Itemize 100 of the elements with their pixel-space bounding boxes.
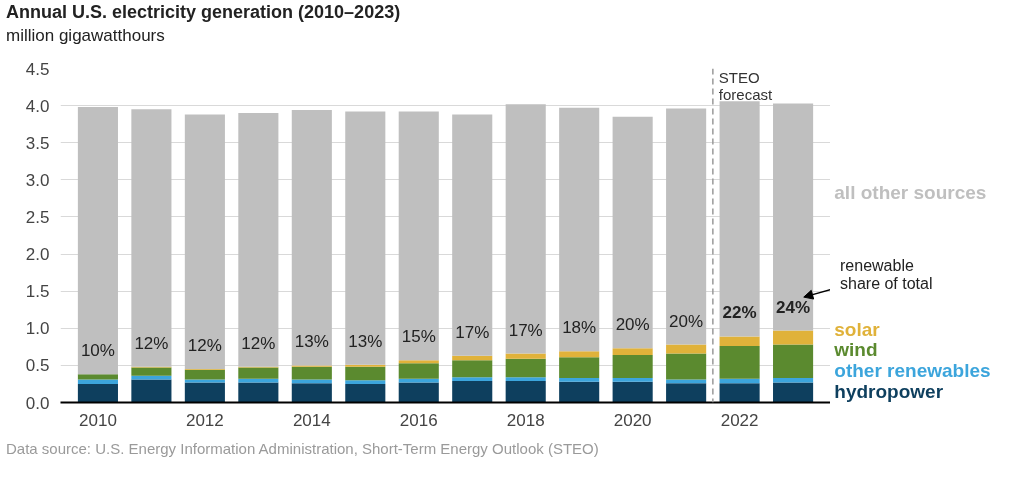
bar bbox=[131, 379, 172, 403]
bar bbox=[345, 380, 386, 384]
bar bbox=[238, 367, 279, 379]
x-tick-label: 2014 bbox=[292, 410, 331, 430]
bar bbox=[131, 109, 172, 367]
bar bbox=[666, 108, 707, 345]
annotation: 20% bbox=[615, 315, 650, 335]
bar bbox=[345, 111, 386, 365]
bar bbox=[77, 379, 118, 384]
bar bbox=[559, 107, 600, 352]
bar bbox=[238, 382, 279, 403]
chart-title: Annual U.S. electricity generation (2010–2023) bbox=[6, 1, 401, 24]
bar bbox=[612, 378, 653, 382]
y-tick-label: 2.5 bbox=[25, 207, 50, 227]
x-tick-label: 2012 bbox=[185, 410, 224, 430]
bar bbox=[773, 103, 814, 331]
bar bbox=[398, 360, 439, 364]
bar bbox=[291, 110, 332, 366]
bar bbox=[666, 353, 707, 380]
bar bbox=[505, 104, 546, 354]
bar bbox=[773, 344, 814, 379]
bar bbox=[666, 379, 707, 384]
annotation: 10% bbox=[80, 341, 115, 361]
y-tick-label: 2.0 bbox=[25, 245, 50, 265]
ref-line-label: STEO forecast bbox=[718, 69, 774, 103]
y-tick-label: 3.5 bbox=[25, 133, 50, 153]
bar bbox=[77, 383, 118, 403]
bar bbox=[612, 355, 653, 379]
bar bbox=[77, 374, 118, 380]
annotation: 22% bbox=[722, 303, 757, 323]
bar bbox=[559, 351, 600, 358]
bar bbox=[612, 116, 653, 349]
bar bbox=[719, 101, 760, 337]
bar bbox=[719, 346, 760, 379]
bar bbox=[559, 381, 600, 403]
annotation: 15% bbox=[401, 327, 436, 347]
bar bbox=[345, 366, 386, 381]
y-tick-label: 0.5 bbox=[25, 356, 50, 376]
bar bbox=[666, 383, 707, 403]
bar bbox=[345, 383, 386, 403]
bar bbox=[559, 378, 600, 382]
bar bbox=[719, 383, 760, 403]
bar bbox=[398, 363, 439, 379]
source-note: Data source: U.S. Energy Information Administration, Short-Term Energy Outlook (STEO) bbox=[6, 439, 599, 459]
bar bbox=[559, 357, 600, 379]
annotation: 17% bbox=[508, 320, 543, 340]
y-tick-label: 3.0 bbox=[25, 170, 50, 190]
bar bbox=[452, 380, 493, 403]
bar bbox=[398, 382, 439, 403]
bar bbox=[719, 336, 760, 347]
series-label: other renewables bbox=[834, 360, 991, 382]
bar bbox=[773, 330, 814, 345]
bar bbox=[291, 383, 332, 403]
text: renewable share of total bbox=[840, 257, 933, 293]
bar bbox=[505, 380, 546, 403]
bar bbox=[398, 111, 439, 361]
bar bbox=[238, 113, 279, 367]
y-tick-label: 4.0 bbox=[25, 96, 50, 116]
annotation: 13% bbox=[294, 332, 329, 352]
annotation: 13% bbox=[348, 331, 383, 351]
x-tick-label: 2020 bbox=[613, 410, 652, 430]
chart-subtitle: million gigawatthours bbox=[6, 25, 165, 47]
bar bbox=[291, 379, 332, 384]
annotation: 18% bbox=[562, 318, 597, 338]
bar bbox=[666, 344, 707, 354]
y-tick-label: 1.0 bbox=[25, 319, 50, 339]
series-label: wind bbox=[833, 339, 878, 361]
x-tick-label: 2016 bbox=[399, 410, 438, 430]
bar bbox=[773, 382, 814, 403]
bar bbox=[184, 369, 225, 380]
bar bbox=[505, 353, 546, 359]
annotation: 20% bbox=[669, 311, 704, 331]
bar bbox=[345, 364, 386, 367]
y-tick-label: 4.5 bbox=[25, 59, 50, 79]
bar bbox=[291, 366, 332, 380]
x-tick-label: 2022 bbox=[720, 410, 759, 430]
bar bbox=[505, 358, 546, 378]
annotation: 24% bbox=[776, 297, 811, 317]
bar bbox=[452, 114, 493, 356]
x-tick-label: 2018 bbox=[506, 410, 545, 430]
series-label: all other sources bbox=[834, 181, 987, 203]
x-tick-label: 2010 bbox=[79, 410, 117, 430]
bar bbox=[184, 382, 225, 403]
annotation: 17% bbox=[455, 322, 490, 342]
annotation: 12% bbox=[241, 333, 276, 353]
bar bbox=[184, 114, 225, 370]
series-label: solar bbox=[834, 318, 881, 340]
bar bbox=[131, 367, 172, 376]
bar bbox=[505, 377, 546, 381]
annotation: 12% bbox=[134, 333, 169, 353]
bar bbox=[77, 107, 118, 375]
bar bbox=[184, 379, 225, 383]
bar bbox=[452, 377, 493, 381]
annotation: 12% bbox=[187, 336, 222, 356]
y-tick-label: 1.5 bbox=[25, 282, 50, 302]
bar bbox=[452, 360, 493, 378]
bar bbox=[612, 348, 653, 355]
series-label: hydropower bbox=[834, 380, 944, 402]
y-tick-label: 0.0 bbox=[25, 393, 50, 413]
bar bbox=[612, 381, 653, 403]
